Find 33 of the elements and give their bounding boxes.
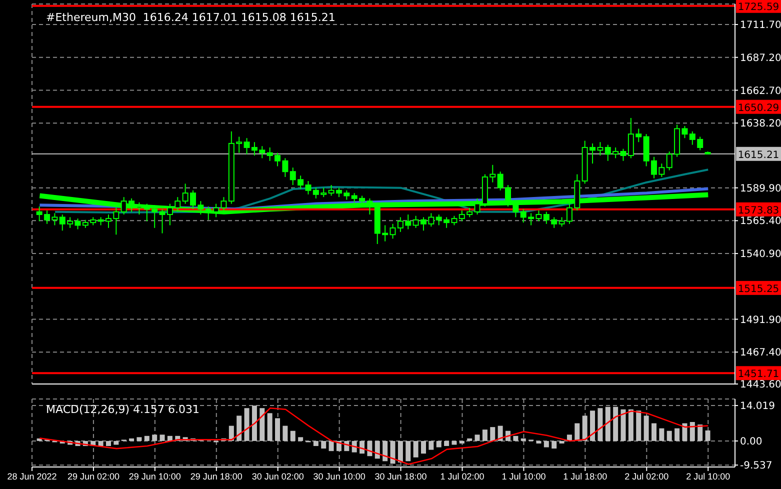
y-tick-label: 1662.70 <box>740 86 781 97</box>
y-tick-label: 1711.70 <box>740 20 781 32</box>
y-tick-label: 1687.20 <box>740 52 781 64</box>
x-tick-label: 30 Jun 18:00 <box>374 471 427 482</box>
y-tick-label: 1540.90 <box>740 249 781 260</box>
ref-line-label: 1725.59 <box>738 2 780 13</box>
ref-line-label: 1515.25 <box>738 284 780 295</box>
y-tick-label: 1565.40 <box>740 216 781 228</box>
ref-line-label: 1615.21 <box>738 150 780 161</box>
x-tick-label: 1 Jul 18:00 <box>563 471 608 482</box>
y-tick-label: 0.00 <box>740 436 762 448</box>
ref-line-label: 1573.83 <box>738 205 780 216</box>
y-tick-label: 1638.20 <box>740 118 781 130</box>
x-tick-label: 30 Jun 02:00 <box>252 471 304 482</box>
x-tick-label: 1 Jul 10:00 <box>502 471 546 482</box>
x-tick-label: 29 Jun 18:00 <box>190 471 242 482</box>
y-tick-label: 1589.90 <box>740 183 781 194</box>
ref-line-label: 1451.71 <box>738 369 780 380</box>
x-tick-label: 29 Jun 10:00 <box>128 471 181 482</box>
text: #Ethereum,M30 1616.24 1617.01 1615.08 1615.21 <box>46 11 336 24</box>
x-tick-label: 1 Jul 02:00 <box>440 471 484 482</box>
y-tick-label: 1491.90 <box>740 314 781 326</box>
y-tick-label: 1467.40 <box>740 348 781 359</box>
x-tick-label: 29 Jun 02:00 <box>67 471 120 482</box>
ref-line-label: 1650.29 <box>738 102 780 114</box>
x-tick-label: 28 Jun 2022 <box>7 471 57 482</box>
x-tick-label: 2 Jul 02:00 <box>624 471 669 482</box>
y-tick-label: 14.019 <box>740 401 775 412</box>
x-tick-label: 2 Jul 10:00 <box>686 471 730 482</box>
y-tick-label: -9.537 <box>740 460 772 472</box>
chart-title: MACD(12,26,9) 4.157 6.031 <box>46 403 200 416</box>
x-tick-label: 30 Jun 10:00 <box>313 471 366 482</box>
y-tick-label: 1443.60 <box>740 380 781 391</box>
